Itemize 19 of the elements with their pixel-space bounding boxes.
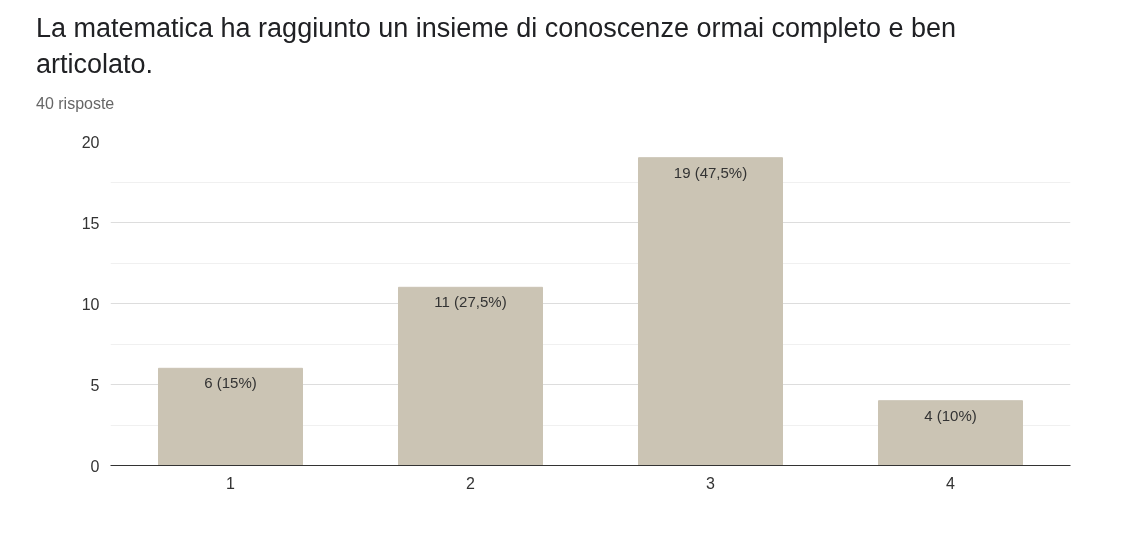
y-tick-label: 0 (90, 457, 100, 475)
chart-title: La matematica ha raggiunto un insieme di conoscenze ormai completo e ben articolato. (36, 12, 958, 82)
data-label: 6 (15%) (204, 374, 257, 392)
chart-subtitle: 40 risposte (36, 93, 115, 114)
bar (398, 286, 543, 466)
x-tick-label: 3 (706, 474, 716, 492)
data-label: 19 (47,5%) (673, 163, 748, 181)
data-label: 4 (10%) (924, 406, 977, 424)
y-tick-label: 10 (81, 295, 100, 313)
x-tick-label: 4 (946, 474, 956, 492)
y-tick-label: 5 (90, 376, 100, 394)
bar (158, 367, 303, 466)
data-label: 11 (27,5%) (434, 293, 507, 311)
x-tick-label: 2 (466, 474, 476, 492)
y-tick-label: 15 (81, 214, 100, 232)
bar (638, 156, 783, 466)
bar (878, 399, 1023, 466)
y-tick-label: 20 (81, 133, 100, 151)
x-tick-label: 1 (226, 474, 236, 492)
